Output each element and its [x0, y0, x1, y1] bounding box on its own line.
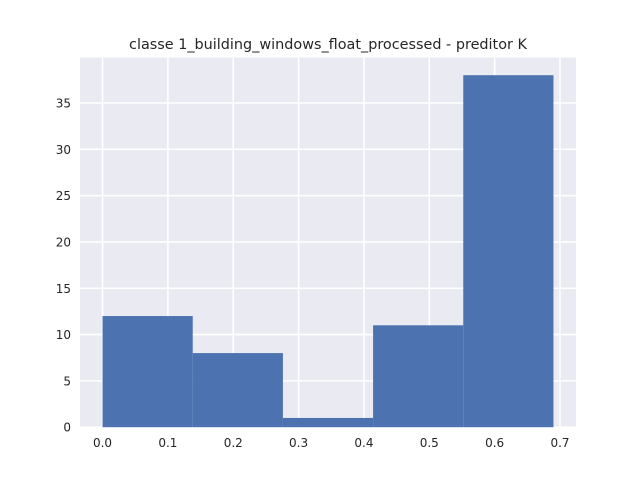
y-axis-ticks: 0 5 10 15 20 25 30 35 [56, 96, 71, 434]
histogram-bar-5 [463, 75, 554, 428]
x-tick-label: 0.4 [354, 436, 373, 450]
chart-title: classe 1_building_windows_float_processe… [129, 37, 527, 53]
x-tick-label: 0.0 [93, 436, 112, 450]
x-tick-label: 0.2 [224, 436, 243, 450]
histogram-bar-4 [373, 325, 464, 428]
y-tick-label: 35 [56, 96, 71, 110]
x-tick-label: 0.5 [420, 436, 439, 450]
y-tick-label: 0 [63, 421, 71, 435]
y-tick-label: 25 [56, 189, 71, 203]
histogram-bar-1 [102, 316, 193, 428]
x-axis-ticks: 0.0 0.1 0.2 0.3 0.4 0.5 0.6 0.7 [93, 436, 570, 450]
y-tick-label: 10 [56, 328, 71, 342]
y-tick-label: 30 [56, 143, 71, 157]
x-tick-label: 0.6 [485, 436, 504, 450]
histogram-bar-2 [192, 353, 283, 428]
histogram-bars [102, 75, 554, 428]
x-tick-label: 0.7 [550, 436, 569, 450]
x-tick-label: 0.1 [158, 436, 177, 450]
y-tick-label: 20 [56, 235, 71, 249]
y-tick-label: 15 [56, 282, 71, 296]
y-tick-label: 5 [63, 374, 71, 388]
histogram-bar-3 [282, 417, 374, 428]
x-tick-label: 0.3 [289, 436, 308, 450]
